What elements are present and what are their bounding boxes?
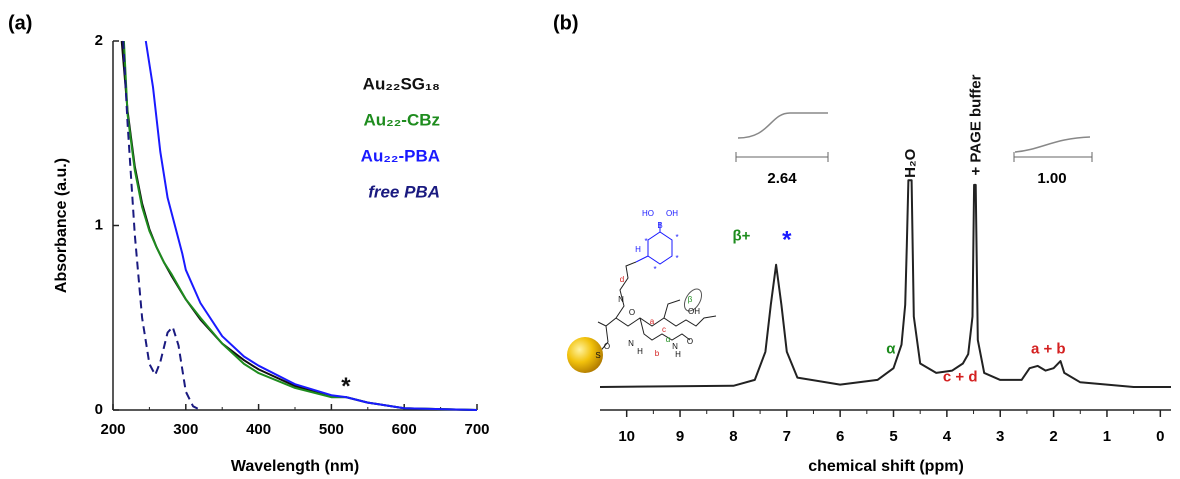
structure-label: * [653, 265, 656, 274]
structure-label: α [666, 335, 671, 344]
panel-label: (b) [553, 12, 579, 34]
structure-label: β [688, 295, 693, 304]
x-tick-label: 7 [783, 428, 791, 445]
structure-label: OH [688, 307, 700, 316]
x-tick-label: 2 [1049, 428, 1057, 445]
structure-label: HO [642, 209, 654, 218]
structure-label: N [628, 339, 634, 348]
legend-entry: Au₂₂SG₁₈ [363, 74, 440, 93]
annotation: c + d [943, 369, 978, 386]
series-line [123, 41, 200, 410]
x-tick-label: 4 [943, 428, 952, 445]
x-tick-label: 5 [889, 428, 897, 445]
structure-label: O [629, 308, 635, 317]
structure-label: O [687, 337, 693, 346]
annotation: * [341, 373, 351, 400]
y-tick-label: 2 [95, 32, 103, 49]
x-tick-label: 6 [836, 428, 844, 445]
structure-label: * [675, 233, 678, 242]
integral-value: 2.64 [767, 170, 797, 187]
annotation: α [886, 340, 896, 357]
y-tick-label: 0 [95, 401, 103, 418]
x-tick-label: 300 [173, 421, 198, 438]
structure-label: H [635, 245, 641, 254]
x-axis-label: chemical shift (ppm) [808, 458, 964, 475]
panel-label: (a) [8, 12, 32, 34]
x-tick-label: 1 [1103, 428, 1111, 445]
series-line [124, 41, 477, 410]
molecule [598, 222, 716, 354]
x-axis-label: Wavelength (nm) [231, 458, 359, 475]
structure-label: N [618, 295, 624, 304]
structure-label: S [595, 351, 600, 360]
series-line [146, 41, 477, 410]
structure-label: d [620, 275, 624, 284]
x-tick-label: 8 [729, 428, 737, 445]
structure-label: B [657, 221, 662, 230]
integral-value: 1.00 [1037, 170, 1066, 187]
x-tick-label: 500 [319, 421, 344, 438]
legend-entry: free PBA [368, 182, 440, 201]
structure-label: * [675, 254, 678, 263]
x-tick-label: 400 [246, 421, 271, 438]
x-tick-label: 600 [392, 421, 417, 438]
figure: (a) (b) 2.64 1.00 200 300 400 500 600 700 0 1 2 W… [0, 0, 1180, 479]
x-tick-label: 9 [676, 428, 684, 445]
legend-entry: Au₂₂-CBz [364, 110, 440, 129]
annotation: a + b [1031, 340, 1066, 357]
x-tick-label: 200 [100, 421, 125, 438]
legend-entry: Au₂₂-PBA [361, 146, 440, 165]
x-tick-label: 3 [996, 428, 1004, 445]
structure-label: O [604, 342, 610, 351]
structure-label: H [637, 347, 643, 356]
x-tick-label: 700 [464, 421, 489, 438]
x-tick-label: 10 [618, 428, 635, 445]
structure-label: OH [666, 209, 678, 218]
structure-label: * [644, 237, 647, 246]
y-tick-label: 1 [95, 216, 103, 233]
x-tick-label: 0 [1156, 428, 1164, 445]
y-axis-label: Absorbance (a.u.) [53, 158, 70, 293]
structure-label: H [675, 350, 681, 359]
annotation: β+ [732, 228, 750, 245]
structure-label: b [655, 349, 660, 358]
annotation: + PAGE buffer [968, 74, 985, 175]
structure-label: a [650, 317, 655, 326]
annotation: H₂O [902, 148, 919, 177]
annotation: * [782, 227, 792, 254]
structure-label: c [662, 325, 666, 334]
